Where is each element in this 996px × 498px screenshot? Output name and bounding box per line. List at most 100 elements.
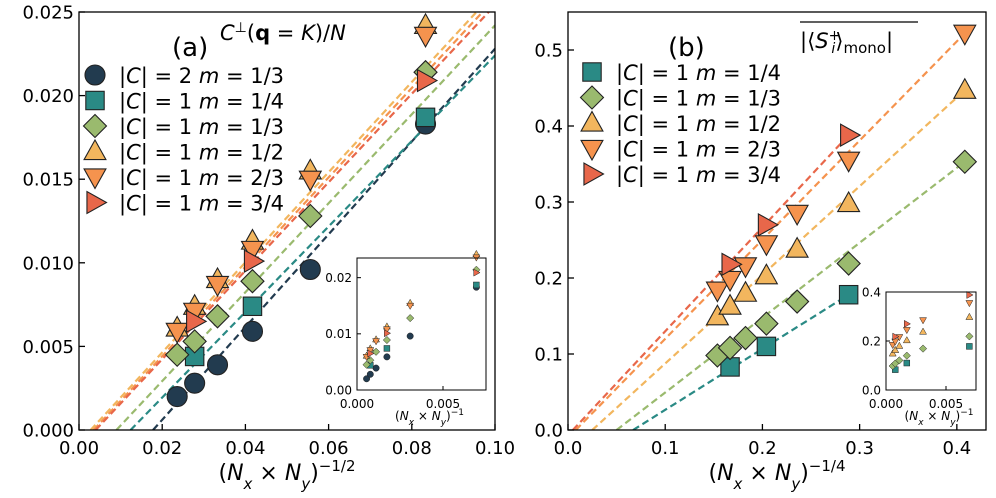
- data-point: [705, 281, 730, 303]
- legend-entry: |C| = 1 m = 1/4: [616, 61, 781, 86]
- inset-point: [382, 326, 391, 334]
- panel-b-ytick-label: 0.2: [534, 268, 563, 289]
- data-point: [166, 386, 188, 408]
- panel-b-inset-xtick-label: 0.005: [929, 397, 963, 411]
- data-point: [205, 275, 230, 298]
- data-point: [952, 149, 978, 174]
- data-point: [838, 284, 859, 305]
- inset-point: [892, 332, 900, 341]
- data-point: [784, 289, 810, 314]
- legend-marker: [82, 113, 108, 139]
- legend-marker: [580, 110, 604, 132]
- data-point: [717, 335, 743, 361]
- data-point: [756, 336, 777, 357]
- panel-a-title: C⊥(q = K)/N: [220, 20, 346, 45]
- data-point: [718, 270, 742, 293]
- inset-point: [903, 319, 912, 328]
- data-point: [186, 309, 208, 334]
- inset-point: [919, 327, 927, 335]
- inset-point: [406, 332, 414, 340]
- data-point: [754, 311, 779, 336]
- legend-entry: |C| = 2 m = 1/3: [119, 64, 284, 89]
- data-point: [243, 249, 266, 273]
- fit-line: [574, 32, 966, 430]
- legend-marker: [83, 138, 107, 161]
- inset-point: [895, 341, 904, 349]
- legend-marker: [86, 190, 108, 215]
- legend-marker: [582, 62, 602, 82]
- legend-marker: [84, 64, 106, 86]
- panel-a-xtick-label: 0.06: [309, 438, 349, 459]
- data-point: [754, 263, 779, 285]
- data-point: [184, 372, 206, 394]
- data-point: [785, 236, 809, 258]
- panel-a-xtick-label: 0.00: [59, 438, 99, 459]
- data-point: [298, 170, 323, 192]
- inset-point: [902, 336, 911, 344]
- data-point: [298, 203, 323, 229]
- data-point: [836, 190, 861, 213]
- legend-marker: [580, 139, 604, 162]
- inset-point: [965, 332, 974, 341]
- inset-point: [965, 300, 974, 308]
- legend-marker: [583, 162, 605, 186]
- inset-point: [895, 356, 904, 365]
- fit-line: [615, 160, 966, 430]
- panel-a-ytick-label: 0.020: [22, 86, 74, 107]
- panel-b-ytick-label: 0.4: [534, 116, 563, 137]
- data-point: [754, 235, 779, 257]
- data-point: [721, 252, 743, 277]
- panel-a-inset-xlabel: (Nx × Ny)−1: [395, 408, 464, 428]
- inset-point: [919, 344, 928, 353]
- inset-point: [406, 314, 415, 323]
- panel-a-inset-ytick-label: 0.00: [325, 383, 352, 397]
- panel-a-ytick-label: 0.005: [22, 337, 74, 358]
- data-point: [952, 77, 977, 99]
- panel-a-inset-ytick-label: 0.01: [325, 327, 352, 341]
- panel-a-panel-label: (a): [172, 33, 208, 63]
- inset-point: [888, 349, 897, 357]
- data-point: [165, 322, 190, 344]
- inset-point: [383, 345, 391, 352]
- panel-a-xtick-label: 0.02: [142, 438, 182, 459]
- data-point: [836, 151, 861, 173]
- legend-entry: |C| = 1 m = 3/4: [616, 163, 781, 188]
- panel-b-inset: 0.000 0.005 0.0 0.2 0.4 (Nx × Ny)−1: [862, 285, 977, 428]
- data-point: [705, 304, 730, 326]
- panel-b-frame: [567, 11, 987, 431]
- panel-b-xtick-label: 0.3: [845, 438, 874, 459]
- legend-marker: [579, 85, 605, 110]
- panel-a-ytick-label: 0.010: [22, 253, 74, 274]
- panel-a-ytick-label: 0.015: [22, 170, 74, 191]
- data-point: [733, 280, 758, 302]
- inset-point: [384, 329, 392, 338]
- panel-a-chart: 0.00 0.02 0.04 0.06 0.08 0.10 0.000 0.005 0.010 0…: [22, 2, 515, 493]
- panel-b-xtick-label: 0.0: [554, 438, 583, 459]
- legend-entry: |C| = 1 m = 1/4: [119, 90, 284, 115]
- data-point: [299, 258, 321, 281]
- data-point: [242, 296, 263, 317]
- legend-entry: |C| = 1 m = 1/3: [119, 115, 284, 140]
- legend-entry: |C| = 1 m = 2/3: [616, 138, 781, 163]
- data-point: [164, 342, 190, 368]
- inset-point: [965, 312, 974, 320]
- data-point: [733, 257, 758, 279]
- data-point: [836, 251, 861, 276]
- panel-b-chart: 0.0 0.1 0.2 0.3 0.4 0.0 0.1 0.2 0.3 0.4 0.5 (Nx × N…: [534, 11, 987, 493]
- inset-point: [382, 335, 391, 345]
- legend-entry: |C| = 1 m = 1/3: [616, 87, 781, 112]
- inset-point: [372, 364, 380, 372]
- panel-b-ytick-label: 0.1: [534, 344, 563, 365]
- data-point: [416, 68, 439, 93]
- inset-point: [383, 353, 391, 361]
- panel-b-ytick-label: 0.3: [534, 192, 563, 213]
- panel-b-xtick-label: 0.4: [943, 438, 972, 459]
- data-point: [733, 325, 758, 351]
- legend-marker: [83, 168, 107, 190]
- panel-a-inset-ytick-label: 0.02: [325, 271, 352, 285]
- fit-line: [152, 48, 495, 430]
- panel-b-panel-label: (b): [668, 33, 705, 63]
- inset-point: [966, 291, 974, 299]
- panel-a-xlabel: (Nx × Ny)−1/2: [218, 457, 355, 493]
- data-point: [757, 212, 780, 237]
